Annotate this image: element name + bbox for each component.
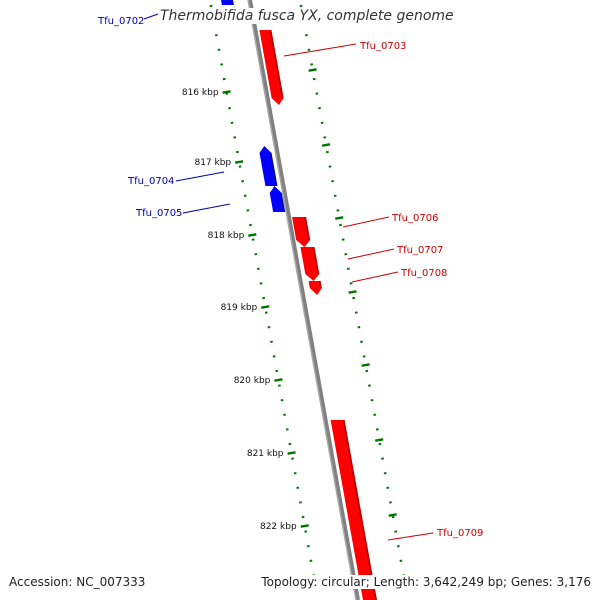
leader-line [143,13,159,20]
gene-label-tfu-0709[interactable]: Tfu_0709 [436,528,483,539]
gene-tfu-0702[interactable] [220,0,234,5]
major-tick [222,90,231,94]
length-value: 3,642,249 bp [422,575,503,589]
gene-body [259,146,278,186]
gene-tfu-0705[interactable] [269,186,286,212]
genome-stats: Topology: circular; Length: 3,642,249 bp… [261,575,591,589]
major-tick [287,451,296,455]
gene-shade [269,153,278,186]
accession-value: NC_007333 [76,575,146,589]
gene-tfu-0709[interactable] [330,420,378,600]
leader-line [387,532,434,541]
gene-shade [312,247,320,274]
tick-label: 817 kbp [194,158,231,168]
genes-label: Genes: [510,575,553,589]
gene-label-tfu-0708[interactable]: Tfu_0708 [400,268,447,279]
map-title: Thermobifida fusca YX, complete genome [158,8,456,24]
major-tick [335,216,344,220]
gene-body [300,247,320,281]
major-tick [274,378,283,382]
major-tick [300,524,309,528]
major-tick [321,143,331,147]
gene-label-tfu-0704[interactable]: Tfu_0704 [127,176,174,187]
gene-label-tfu-0702[interactable]: Tfu_0702 [97,16,144,27]
leader-line [347,248,395,260]
gene-tfu-0707[interactable] [300,247,320,281]
gene-tfu-0704[interactable] [259,146,278,186]
tick-label: 816 kbp [182,88,219,98]
gene-shade [342,420,378,600]
backbone-highlight [247,0,357,600]
major-tick [308,68,317,72]
gene-shade [279,193,286,212]
gene-shade [269,30,284,98]
major-tick [374,438,384,442]
leader-line [351,271,399,283]
gene-shade [231,0,234,5]
leader-line [182,203,231,214]
tick-label: 821 kbp [247,449,284,459]
backbone-line [248,0,360,600]
gene-label-tfu-0705[interactable]: Tfu_0705 [135,208,182,219]
tick-label: 820 kbp [234,376,271,386]
major-tick [261,305,270,309]
genes-value: 3,176 [556,575,591,589]
major-tick [361,363,370,367]
gene-body [330,420,378,600]
leader-line [283,43,357,57]
gene-shade [304,217,311,240]
tick-label: 822 kbp [260,522,297,532]
accession-info: Accession: NC_007333 [9,575,146,589]
leader-line [175,171,225,182]
gene-body [269,186,286,212]
gene-label-tfu-0707[interactable]: Tfu_0707 [396,245,443,256]
tick-label: 819 kbp [221,303,258,313]
major-tick [234,160,244,164]
topology-label: Topology: [261,575,318,589]
gene-body [292,217,311,247]
major-tick [248,233,257,237]
leader-line [342,216,390,228]
tick-label: 818 kbp [208,231,245,241]
gene-shade [318,281,322,288]
gene-body [221,0,234,5]
accession-label: Accession: [9,575,73,589]
major-tick [388,513,397,517]
gene-tfu-0708[interactable] [308,281,322,295]
gene-body [259,30,284,105]
length-label: Length: [373,575,420,589]
gene-label-tfu-0706[interactable]: Tfu_0706 [391,213,438,224]
gene-body [308,281,322,295]
gene-tfu-0706[interactable] [292,217,311,247]
gene-label-tfu-0703[interactable]: Tfu_0703 [359,41,406,52]
topology-value: circular [321,575,366,589]
gene-tfu-0703[interactable] [259,30,284,105]
major-tick [348,290,357,294]
